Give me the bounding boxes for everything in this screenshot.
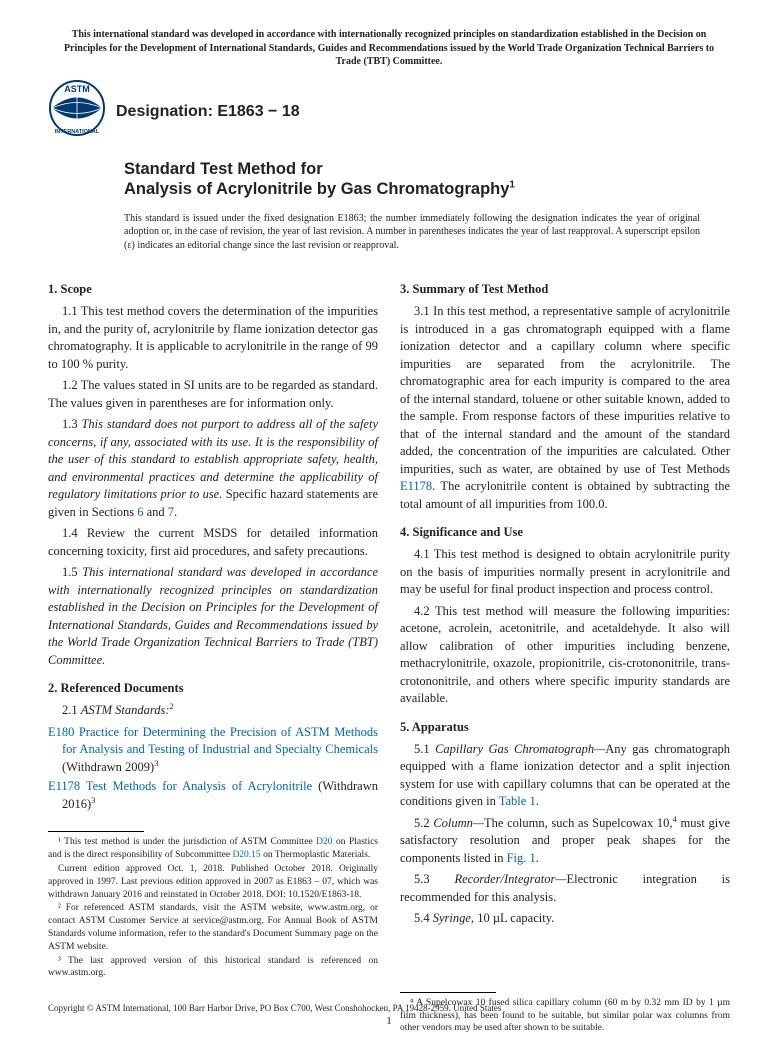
scope-1-2: 1.2 The values stated in SI units are to… bbox=[48, 377, 378, 412]
apparatus-5-1-italic: Capillary Gas Chromatograph— bbox=[435, 742, 605, 756]
footnote-1-c: on Thermoplastic Materials. bbox=[261, 850, 371, 860]
summary-head: 3. Summary of Test Method bbox=[400, 282, 730, 297]
scope-1-3-end: . bbox=[174, 505, 177, 519]
apparatus-5-2-italic: Column— bbox=[433, 816, 484, 830]
significance-4-1: 4.1 This test method is designed to obta… bbox=[400, 546, 730, 599]
footnote-1-edition: Current edition approved Oct. 1, 2018. P… bbox=[48, 863, 378, 901]
footnote-1-link-d20[interactable]: D20 bbox=[316, 837, 332, 847]
apparatus-5-4: 5.4 Syringe, 10 µL capacity. bbox=[400, 910, 730, 928]
ref-e180-post: (Withdrawn 2009) bbox=[62, 760, 154, 774]
apparatus-5-3-num: 5.3 bbox=[414, 872, 454, 886]
scope-1-4: 1.4 Review the current MSDS for detailed… bbox=[48, 525, 378, 560]
refdocs-2-1-italic: ASTM Standards: bbox=[81, 703, 170, 717]
ref-e1178: E1178 Test Methods for Analysis of Acryl… bbox=[62, 778, 378, 813]
svg-text:INTERNATIONAL: INTERNATIONAL bbox=[55, 129, 100, 135]
body-columns: 1. Scope 1.1 This test method covers the… bbox=[48, 270, 730, 1036]
apparatus-5-4-num: 5.4 bbox=[414, 911, 433, 925]
apparatus-head: 5. Apparatus bbox=[400, 720, 730, 735]
apparatus-5-4-italic: Syringe, bbox=[433, 911, 474, 925]
ref-e180-sup: 3 bbox=[154, 758, 158, 768]
significance-head: 4. Significance and Use bbox=[400, 525, 730, 540]
scope-1-5-italic: This international standard was develope… bbox=[48, 565, 378, 667]
designation-row: ASTM INTERNATIONAL Designation: E1863 − … bbox=[48, 79, 730, 137]
apparatus-5-1-num: 5.1 bbox=[414, 742, 435, 756]
scope-1-3: 1.3 This standard does not purport to ad… bbox=[48, 416, 378, 521]
top-notice: This international standard was develope… bbox=[48, 28, 730, 69]
ref-e1178-code[interactable]: E1178 bbox=[48, 779, 80, 793]
summary-3-1: 3.1 In this test method, a representativ… bbox=[400, 303, 730, 513]
copyright-notice: Copyright © ASTM International, 100 Barr… bbox=[48, 1003, 501, 1013]
footnote-2: ² For referenced ASTM standards, visit t… bbox=[48, 902, 378, 953]
right-column: 3. Summary of Test Method 3.1 In this te… bbox=[400, 270, 730, 1036]
standard-title: Standard Test Method for Analysis of Acr… bbox=[124, 159, 730, 200]
footnote-1: ¹ This test method is under the jurisdic… bbox=[48, 836, 378, 862]
apparatus-5-1: 5.1 Capillary Gas Chromatograph—Any gas … bbox=[400, 741, 730, 811]
title-block: Standard Test Method for Analysis of Acr… bbox=[124, 159, 730, 200]
footnotes-left: ¹ This test method is under the jurisdic… bbox=[48, 836, 378, 980]
left-column: 1. Scope 1.1 This test method covers the… bbox=[48, 270, 378, 1036]
scope-head: 1. Scope bbox=[48, 282, 378, 297]
ref-e1178-sup: 3 bbox=[91, 795, 95, 805]
footnote-separator-right bbox=[400, 992, 496, 993]
scope-1-3-mid: and bbox=[143, 505, 167, 519]
scope-1-3-num: 1.3 bbox=[62, 417, 81, 431]
apparatus-5-3-italic: Recorder/Integrator— bbox=[454, 872, 566, 886]
footnote-separator-left bbox=[48, 831, 144, 832]
scope-1-5-num: 1.5 bbox=[62, 565, 82, 579]
scope-1-5: 1.5 This international standard was deve… bbox=[48, 564, 378, 669]
title-line-1: Standard Test Method for bbox=[124, 160, 323, 178]
astm-logo: ASTM INTERNATIONAL bbox=[48, 79, 106, 137]
apparatus-5-2-num: 5.2 bbox=[414, 816, 433, 830]
summary-e1178-link[interactable]: E1178 bbox=[400, 479, 432, 493]
apparatus-5-1-end: . bbox=[536, 794, 539, 808]
summary-3-1-a: 3.1 In this test method, a representativ… bbox=[400, 304, 730, 476]
significance-4-2: 4.2 This test method will measure the fo… bbox=[400, 603, 730, 708]
apparatus-5-4-body: 10 µL capacity. bbox=[474, 911, 554, 925]
refdocs-2-1-sup: 2 bbox=[170, 701, 174, 711]
refdocs-2-1: 2.1 ASTM Standards:2 bbox=[48, 702, 378, 720]
refdocs-head: 2. Referenced Documents bbox=[48, 681, 378, 696]
svg-text:ASTM: ASTM bbox=[64, 84, 90, 94]
scope-1-1: 1.1 This test method covers the determin… bbox=[48, 303, 378, 373]
apparatus-5-2-body-a: The column, such as Supelcowax 10, bbox=[484, 816, 673, 830]
summary-3-1-b: . The acrylonitrile content is obtained … bbox=[400, 479, 730, 511]
apparatus-5-2: 5.2 Column—The column, such as Supelcowa… bbox=[400, 815, 730, 868]
apparatus-5-2-end: . bbox=[536, 851, 539, 865]
designation-text: Designation: E1863 − 18 bbox=[116, 95, 300, 121]
apparatus-fig1-link[interactable]: Fig. 1 bbox=[507, 851, 536, 865]
apparatus-table1-link[interactable]: Table 1 bbox=[499, 794, 536, 808]
ref-e180-title[interactable]: Practice for Determining the Precision o… bbox=[62, 725, 378, 757]
page-number: 1 bbox=[0, 1015, 778, 1027]
title-footnote-mark: 1 bbox=[509, 180, 515, 191]
ref-e180-code[interactable]: E180 bbox=[48, 725, 74, 739]
footnote-1-link-d2015[interactable]: D20.15 bbox=[232, 850, 260, 860]
footnote-3: ³ The last approved version of this hist… bbox=[48, 955, 378, 981]
refdocs-2-1-num: 2.1 bbox=[62, 703, 81, 717]
footnote-1-a: ¹ This test method is under the jurisdic… bbox=[58, 837, 316, 847]
apparatus-5-3: 5.3 Recorder/Integrator—Electronic integ… bbox=[400, 871, 730, 906]
issued-note: This standard is issued under the fixed … bbox=[124, 212, 700, 253]
ref-e180: E180 Practice for Determining the Precis… bbox=[62, 724, 378, 777]
title-line-2: Analysis of Acrylonitrile by Gas Chromat… bbox=[124, 180, 509, 198]
ref-e1178-title[interactable]: Test Methods for Analysis of Acrylonitri… bbox=[80, 779, 312, 793]
